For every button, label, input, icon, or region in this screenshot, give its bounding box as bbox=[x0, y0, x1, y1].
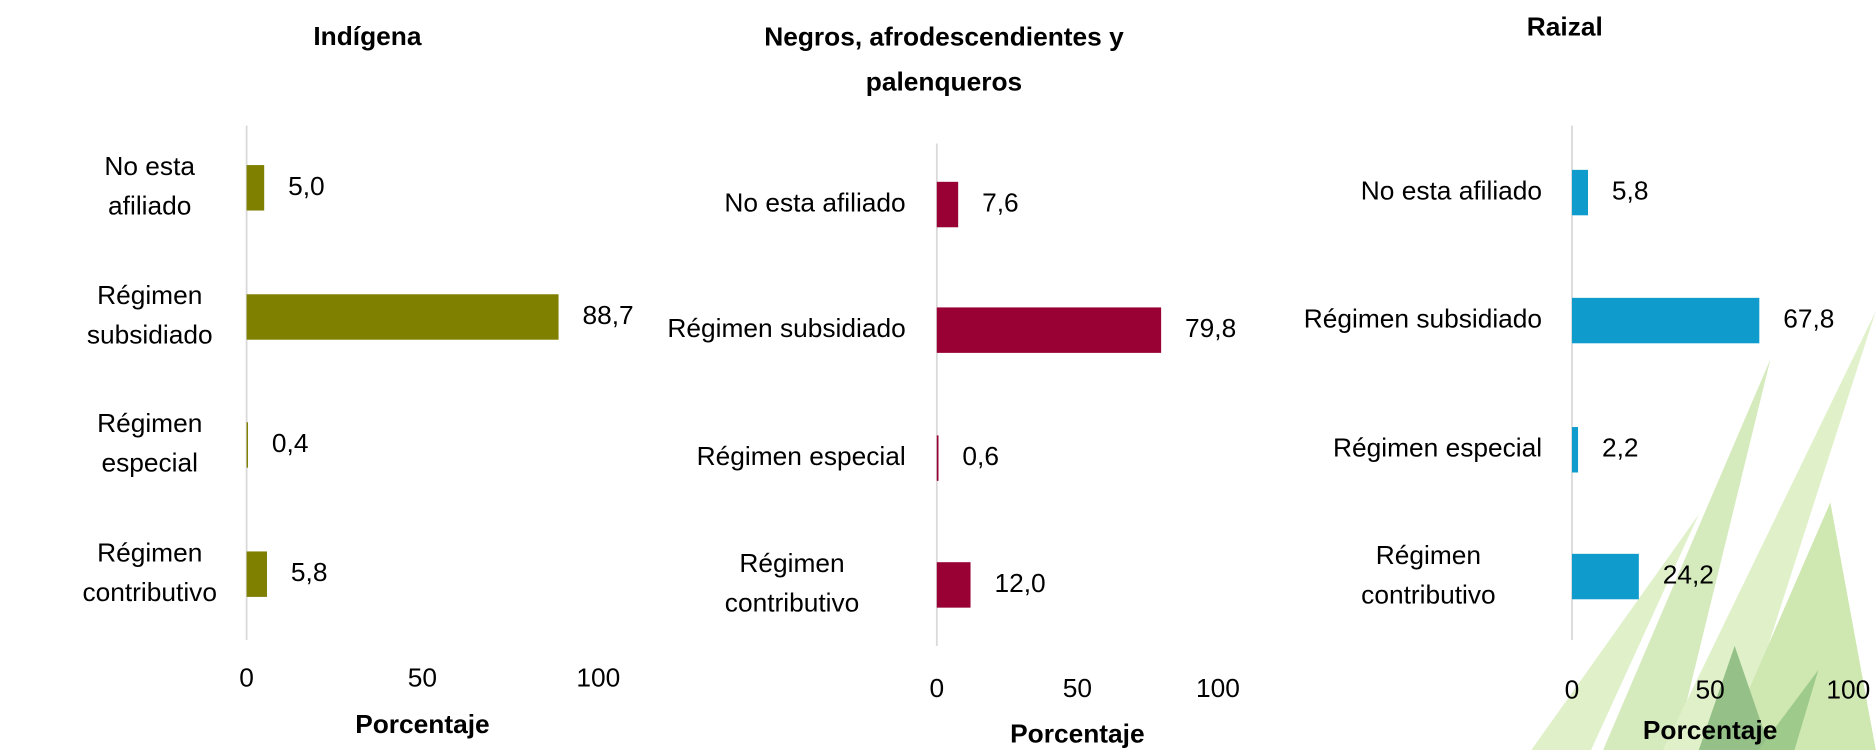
category-label: Régimen contributivo bbox=[1361, 540, 1495, 609]
x-tick-label: 50 bbox=[1063, 673, 1092, 703]
grass-decoration bbox=[1531, 311, 1876, 750]
chart-title: Negros, afrodescendientes y palenqueros bbox=[764, 21, 1124, 96]
x-axis-label: Porcentaje bbox=[1643, 715, 1777, 745]
value-label: 88,7 bbox=[582, 300, 633, 330]
x-tick-label: 0 bbox=[929, 673, 944, 703]
x-tick-label: 0 bbox=[239, 662, 254, 692]
value-label: 79,8 bbox=[1185, 313, 1236, 343]
x-tick-label: 50 bbox=[1695, 674, 1724, 704]
category-label: No esta afiliado bbox=[104, 151, 195, 220]
category-label: Régimen especial bbox=[97, 408, 202, 477]
category-label: Régimen contributivo bbox=[725, 548, 859, 617]
category-label: Régimen subsidiado bbox=[87, 280, 213, 349]
bar bbox=[246, 422, 249, 468]
bar bbox=[246, 165, 265, 211]
value-label: 12,0 bbox=[994, 568, 1045, 598]
category-label: Régimen especial bbox=[697, 441, 906, 471]
value-label: 5,0 bbox=[288, 171, 325, 201]
bar bbox=[1571, 553, 1639, 600]
bar bbox=[1571, 297, 1760, 344]
category-label: Régimen subsidiado bbox=[667, 313, 905, 343]
x-tick-label: 50 bbox=[408, 662, 437, 692]
bar bbox=[246, 294, 559, 340]
value-label: 67,8 bbox=[1783, 304, 1834, 334]
chart-title: Indígena bbox=[313, 21, 421, 51]
x-tick-label: 100 bbox=[1826, 674, 1870, 704]
value-label: 0,4 bbox=[272, 428, 309, 458]
bar bbox=[936, 181, 959, 228]
category-label: Régimen contributivo bbox=[82, 537, 216, 606]
bar bbox=[1571, 169, 1588, 216]
bar bbox=[936, 307, 1162, 353]
value-label: 7,6 bbox=[982, 187, 1019, 217]
category-label: Régimen subsidiado bbox=[1304, 304, 1542, 334]
x-axis-label: Porcentaje bbox=[355, 709, 489, 739]
x-tick-label: 100 bbox=[1196, 673, 1240, 703]
value-label: 0,6 bbox=[962, 441, 999, 471]
value-label: 5,8 bbox=[291, 557, 328, 587]
x-tick-label: 0 bbox=[1565, 674, 1580, 704]
value-label: 24,2 bbox=[1663, 560, 1714, 590]
bar bbox=[246, 551, 268, 597]
chart-title: Raizal bbox=[1527, 12, 1603, 42]
category-label: No esta afiliado bbox=[1361, 176, 1542, 206]
x-axis-label: Porcentaje bbox=[1010, 719, 1144, 749]
bar bbox=[1571, 427, 1579, 473]
bar bbox=[936, 562, 971, 608]
value-label: 2,2 bbox=[1602, 433, 1639, 463]
category-label: No esta afiliado bbox=[724, 187, 905, 217]
category-label: Régimen especial bbox=[1333, 433, 1542, 463]
value-label: 5,8 bbox=[1612, 176, 1649, 206]
bar bbox=[936, 435, 939, 481]
x-tick-label: 100 bbox=[576, 662, 620, 692]
